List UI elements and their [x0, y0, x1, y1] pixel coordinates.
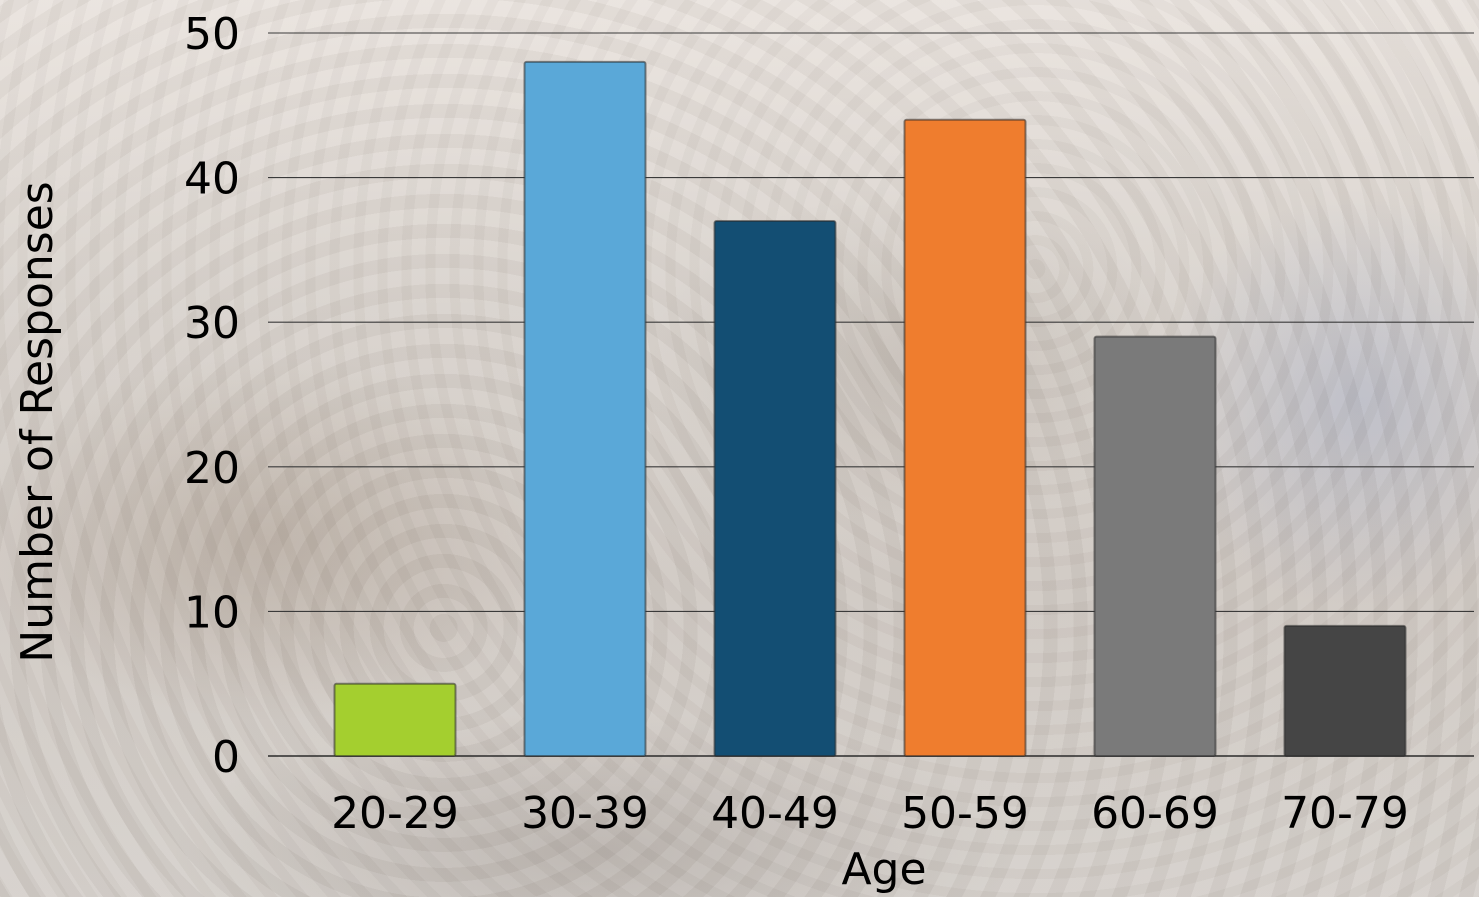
- y-tick-label: 30: [184, 298, 240, 349]
- y-tick-label: 50: [184, 9, 240, 60]
- gridlines: [268, 32, 1474, 757]
- x-axis-title: Age: [841, 844, 926, 895]
- bars: [333, 60, 1407, 758]
- y-tick-labels: 0 10 20 30 40 50: [184, 9, 240, 783]
- y-tick-label: 40: [184, 154, 240, 205]
- bar-40-49: [713, 219, 837, 758]
- bar-50-59: [903, 118, 1027, 757]
- x-tick-labels: 20-29 30-39 40-49 50-59 60-69 70-79: [331, 788, 1409, 839]
- bar-30-39: [523, 60, 647, 758]
- y-tick-label: 10: [184, 587, 240, 638]
- bar-70-79: [1283, 624, 1407, 757]
- x-tick-label: 70-79: [1281, 788, 1409, 839]
- x-tick-label: 30-39: [521, 788, 649, 839]
- y-tick-label: 0: [212, 732, 240, 783]
- bar-60-69: [1093, 335, 1217, 757]
- bar-20-29: [333, 682, 457, 758]
- x-tick-label: 60-69: [1091, 788, 1219, 839]
- y-axis-title: Number of Responses: [12, 181, 63, 662]
- x-tick-label: 20-29: [331, 788, 459, 839]
- y-tick-label: 20: [184, 443, 240, 494]
- x-tick-label: 40-49: [711, 788, 839, 839]
- x-tick-label: 50-59: [901, 788, 1029, 839]
